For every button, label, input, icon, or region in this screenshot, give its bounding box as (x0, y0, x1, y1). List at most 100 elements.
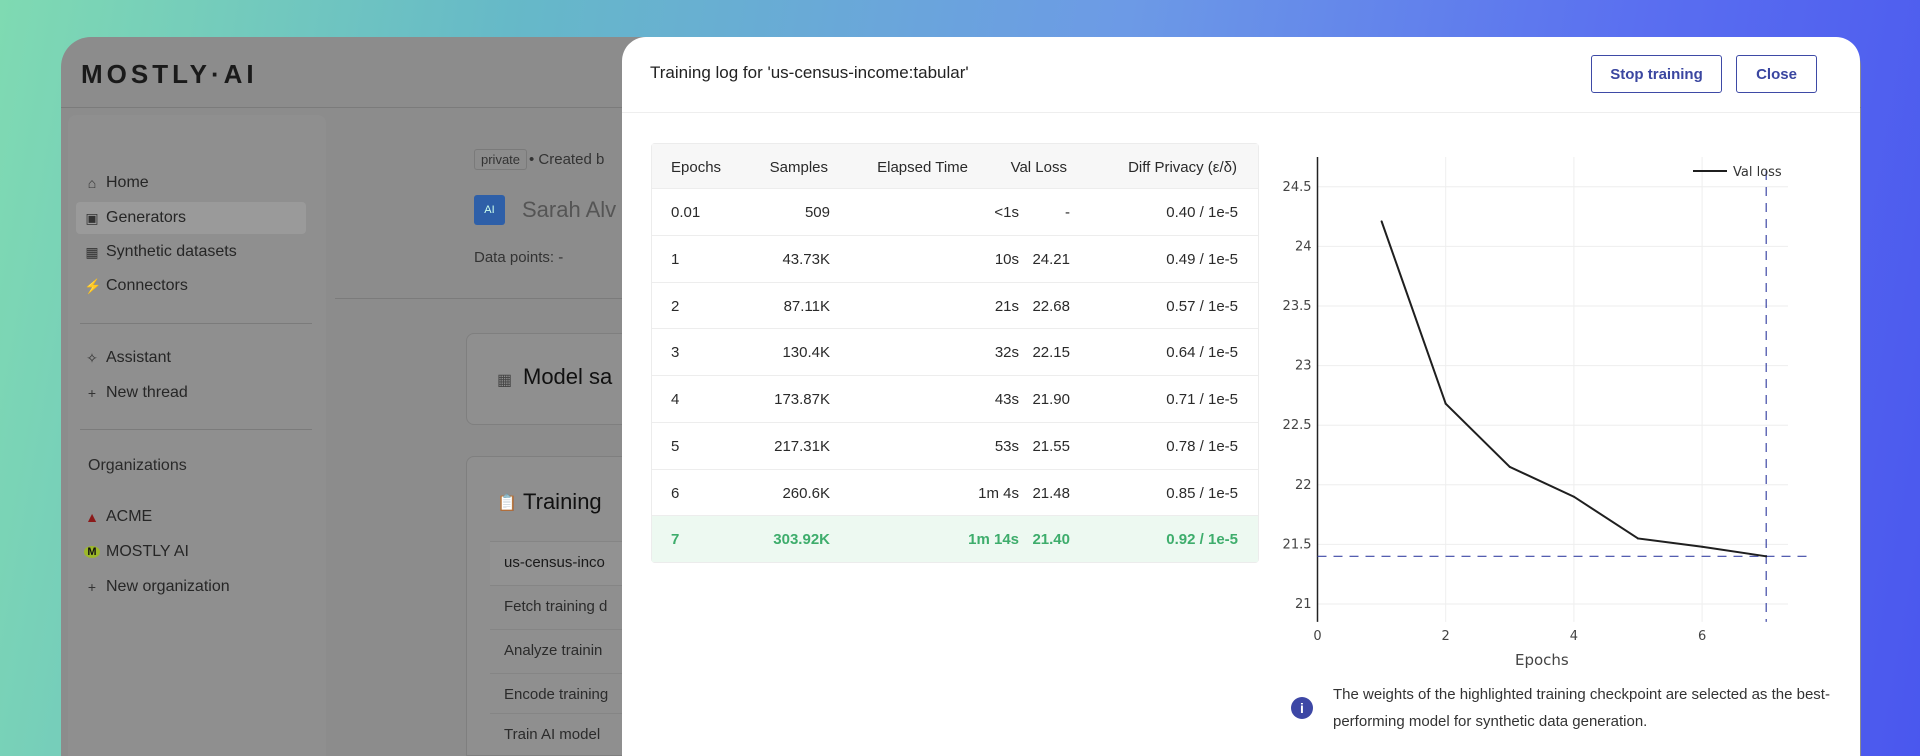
table-cell: 0.78 / 1e-5 (1166, 437, 1238, 455)
acme-logo-icon: ▲ (85, 509, 99, 525)
table-cell: 87.11K (783, 297, 830, 315)
info-icon: i (1291, 697, 1313, 719)
main-header-divider (335, 298, 735, 299)
table-cell: 24.21 (1032, 250, 1070, 268)
data-point (1508, 465, 1511, 468)
y-tick-label: 23 (1295, 359, 1312, 374)
table-row: 3 130.4K 32s 22.15 0.64 / 1e-5 (652, 328, 1258, 375)
created-by: • Created b (529, 151, 605, 168)
table-icon: ▦ (497, 372, 513, 389)
y-tick-label: 22 (1295, 478, 1312, 493)
card-title: Training (523, 489, 602, 514)
table-row: 1 43.73K 10s 24.21 0.49 / 1e-5 (652, 234, 1258, 282)
home-icon: ⌂ (87, 175, 97, 191)
modal-title: Training log for 'us-census-income:tabul… (650, 63, 969, 82)
organizations-heading: Organizations (88, 457, 187, 474)
data-point (1572, 495, 1575, 498)
sidebar-item-home[interactable]: ⌂ Home (76, 167, 306, 199)
table-cell: 1m 14s (968, 531, 1019, 549)
column-header: Samples (769, 159, 828, 176)
column-header: Epochs (671, 159, 722, 176)
table-cell: 5 (671, 437, 680, 455)
data-points: Data points: - (474, 249, 564, 266)
column-header: Elapsed Time (877, 159, 968, 176)
table-cell: 0.01 (671, 204, 701, 221)
y-tick-label: 24 (1295, 239, 1312, 254)
table-cell: 21.90 (1032, 391, 1070, 408)
y-tick-label: 24.5 (1283, 180, 1312, 195)
table-cell: 22.15 (1032, 344, 1070, 362)
close-button[interactable]: Close (1736, 55, 1817, 93)
table-cell: 509 (804, 204, 830, 221)
x-tick-label: 0 (1313, 629, 1321, 644)
table-cell: 1 (671, 250, 680, 268)
modal-header-divider (622, 112, 1860, 113)
sidebar-item-generators[interactable]: ▣ Generators (76, 202, 306, 234)
org-mostly-ai[interactable]: M MOSTLY AI (76, 536, 306, 568)
legend-label: Val loss (1733, 165, 1782, 180)
generator-icon: AI (474, 195, 505, 225)
table-cell: 173.87K (774, 391, 830, 408)
table-row: 0.01 509 <1s - 0.40 / 1e-5 (652, 188, 1258, 235)
clipboard-icon: 📋 (497, 495, 517, 512)
table-cell: 21.55 (1032, 437, 1070, 455)
x-tick-label: 2 (1442, 629, 1450, 644)
ai-chip-icon: ▣ (85, 209, 99, 226)
data-point (1637, 537, 1639, 540)
table-row: 6 260.6K 1m 4s 21.48 0.85 / 1e-5 (652, 468, 1258, 516)
table-cell: 0.64 / 1e-5 (1166, 344, 1238, 362)
table-cell: 32s (994, 344, 1019, 362)
table-cell: 7 (671, 531, 680, 549)
step-row: Encode training (490, 673, 690, 717)
visibility-badge: private (474, 149, 528, 170)
divider (80, 429, 312, 430)
table-cell: 2 (671, 297, 680, 315)
org-acme[interactable]: ▲ ACME (85, 508, 153, 525)
table-row: 5 217.31K 53s 21.55 0.78 / 1e-5 (652, 421, 1258, 469)
data-point (1444, 402, 1447, 405)
table-icon: ▦ (85, 243, 99, 260)
table-cell: 22.68 (1032, 297, 1070, 315)
data-point (1380, 220, 1383, 223)
table-cell: 130.4K (782, 344, 830, 362)
training-log-modal: Training log for 'us-census-income:tabul… (622, 37, 1860, 756)
y-tick-label: 21.5 (1283, 537, 1312, 552)
sidebar-item-assistant[interactable]: ✧ Assistant (76, 342, 306, 374)
new-organization[interactable]: + New organization (76, 571, 306, 603)
plus-icon: + (87, 579, 97, 595)
table-cell: <1s (994, 204, 1019, 221)
table-header-row: Epochs Samples Elapsed Time Val Loss Diff Pr… (652, 144, 1258, 188)
x-axis-title: Epochs (1515, 651, 1569, 669)
table-cell: 43s (994, 391, 1019, 408)
table-cell: 0.57 / 1e-5 (1166, 297, 1238, 315)
table-cell: 0.71 / 1e-5 (1166, 391, 1238, 408)
sidebar-item-connectors[interactable]: ⚡ Connectors (84, 277, 188, 294)
step-row: Analyze trainin (490, 629, 690, 673)
table-cell: 260.6K (782, 484, 830, 502)
table-cell: 0.40 / 1e-5 (1166, 204, 1238, 221)
mostly-logo-icon: M (84, 546, 100, 558)
table-cell: 10s (994, 250, 1019, 268)
generator-name: Sarah Alv (522, 197, 617, 222)
sparkle-icon: ✧ (86, 349, 98, 366)
table-cell: 3 (671, 344, 680, 362)
sidebar-item-synthetic-datasets[interactable]: ▦ Synthetic datasets (85, 243, 237, 260)
card-title: Model sa (523, 364, 613, 389)
divider (80, 323, 312, 324)
table-cell: 21.40 (1032, 531, 1070, 549)
y-tick-label: 21 (1295, 597, 1312, 612)
x-tick-label: 6 (1698, 629, 1706, 644)
step-row: Fetch training d (490, 585, 690, 629)
table-cell: 0.85 / 1e-5 (1166, 484, 1238, 502)
table-row-best: 7 303.92K 1m 14s 21.40 0.92 / 1e-5 (652, 515, 1258, 562)
sidebar-item-new-thread[interactable]: + New thread (76, 377, 306, 409)
sidebar: ⌂ Home ▣ Generators ▦ Synthetic datasets ⚡ C… (68, 115, 326, 756)
x-tick-label: 4 (1570, 629, 1578, 644)
table-cell: 0.49 / 1e-5 (1166, 250, 1238, 268)
column-header: Diff Privacy (ε/δ) (1128, 159, 1237, 176)
info-text: The weights of the highlighted training … (1333, 686, 1830, 730)
table-cell: 303.92K (773, 531, 830, 549)
table-cell: 6 (671, 484, 680, 502)
stop-training-button[interactable]: Stop training (1591, 55, 1722, 93)
table-cell: 0.92 / 1e-5 (1166, 531, 1238, 549)
